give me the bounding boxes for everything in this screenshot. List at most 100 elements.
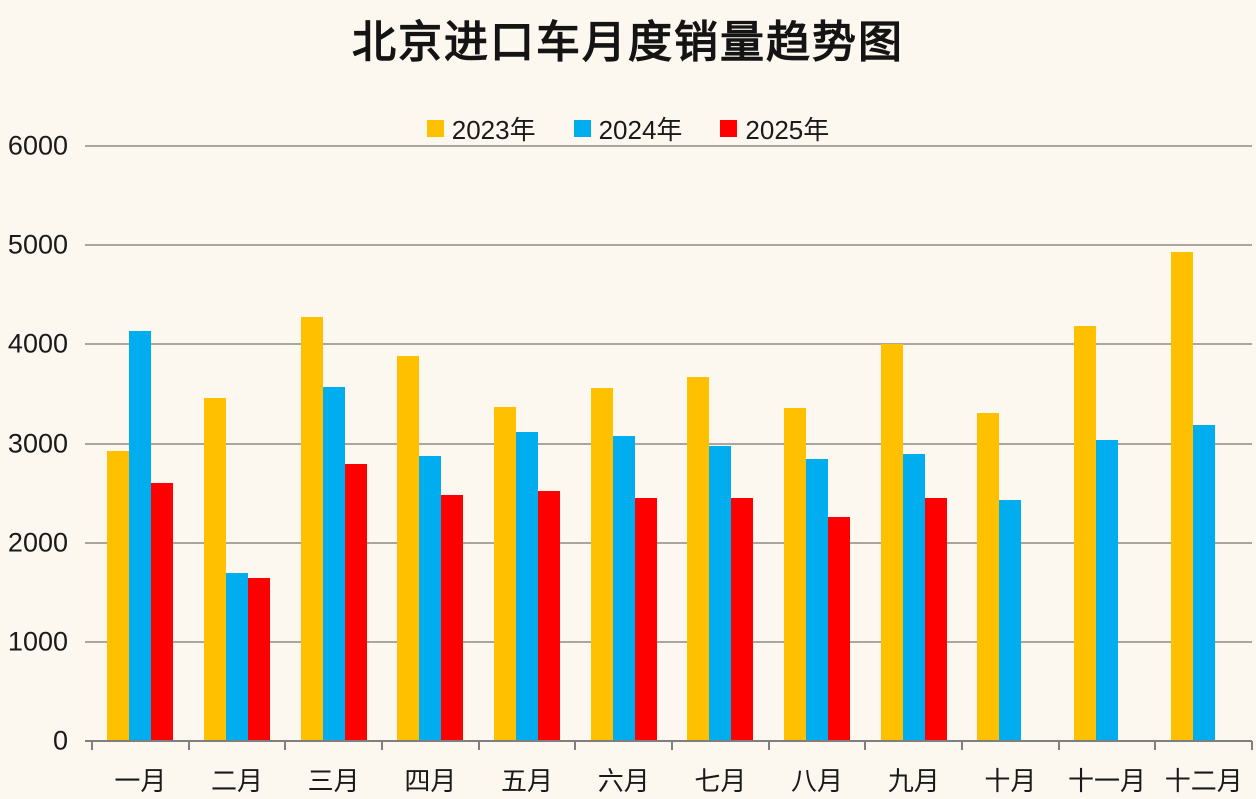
- bar-slot: [538, 146, 561, 741]
- bar-slot: [634, 146, 657, 741]
- x-axis-tick: [91, 741, 93, 750]
- bar-2024-m1: [129, 331, 152, 741]
- bar-2024-m7: [709, 446, 732, 741]
- bar-2024-m9: [902, 454, 925, 741]
- bar-2023-m3: [300, 316, 323, 741]
- bar-group-m8: 八月: [769, 146, 866, 796]
- bar-slot: [977, 146, 1000, 741]
- bar-2024-m5: [516, 431, 539, 741]
- bar-2023-m8: [784, 407, 807, 741]
- bar-slot: [828, 146, 851, 741]
- bar-2025-m5: [538, 491, 561, 741]
- bar-2024-m3: [322, 386, 345, 741]
- bar-2023-m5: [494, 406, 517, 741]
- legend-label: 2024年: [598, 115, 683, 145]
- bar-slot: [806, 146, 829, 741]
- bar-group-m6: 六月: [575, 146, 672, 796]
- bar-slot: [344, 146, 367, 741]
- bar-2024-m12: [1192, 424, 1215, 741]
- bar-slot: [226, 146, 248, 741]
- x-axis-tick: [767, 741, 770, 750]
- x-axis-label: 二月: [211, 766, 264, 796]
- bar-slot: [709, 146, 732, 741]
- legend-item-2025: 2025年: [720, 110, 829, 147]
- bar-slot: [1096, 146, 1119, 741]
- chart-title: 北京进口车月度销量趋势图: [352, 18, 904, 67]
- x-axis-tick: [671, 741, 673, 750]
- x-axis-tick: [1251, 741, 1253, 750]
- bar-2023-m1: [107, 451, 130, 741]
- bar-group-m9: 九月: [865, 146, 962, 796]
- bar-group-m2: 二月: [189, 146, 286, 796]
- bar-2024-m8: [806, 459, 829, 741]
- bar-2023-m2: [204, 397, 226, 741]
- x-axis-tick: [187, 741, 190, 750]
- x-axis-label: 四月: [404, 766, 457, 796]
- gridline: [85, 145, 1252, 147]
- bar-slot: [419, 146, 442, 741]
- bar-slot: [322, 146, 345, 741]
- bar-2025-m2: [248, 578, 270, 741]
- bar-slot: [516, 146, 539, 741]
- bar-slot: [1074, 146, 1097, 741]
- x-axis-label: 十二月: [1164, 766, 1243, 796]
- x-axis-tick: [864, 741, 867, 750]
- bar-2023-m7: [687, 377, 710, 741]
- x-axis-label: 五月: [501, 766, 554, 796]
- legend-swatch-icon: [720, 120, 738, 137]
- bar-2024-m11: [1096, 439, 1119, 741]
- bar-group-m7: 七月: [672, 146, 769, 796]
- legend-swatch-icon: [573, 120, 591, 137]
- y-tick-label: 2000: [7, 527, 68, 558]
- bar-2025-m8: [828, 516, 851, 741]
- bar-slot: [924, 146, 947, 741]
- bar-slot: [107, 146, 130, 741]
- bar-2023-m9: [880, 344, 903, 741]
- bar-2025-m4: [441, 495, 464, 741]
- legend-item-2024: 2024年: [573, 110, 683, 147]
- x-axis-label: 十月: [984, 766, 1037, 796]
- bar-slot: [204, 146, 226, 741]
- bar-slot: [1118, 146, 1140, 741]
- bar-slot: [612, 146, 635, 741]
- y-tick-label: 5000: [7, 229, 68, 260]
- bar-group-m3: 三月: [285, 146, 382, 796]
- bar-slot: [1021, 146, 1043, 741]
- legend-label: 2025年: [745, 115, 830, 145]
- bar-2025-m9: [924, 498, 947, 741]
- plot-area: 一月 二月 三月 四月 五月 六月 七月 八月 九月 十月 十一月 十二月: [85, 145, 1253, 796]
- bar-slot: [902, 146, 925, 741]
- bar-slot: [129, 146, 152, 741]
- x-axis-label: 三月: [307, 766, 360, 796]
- gridline: [85, 442, 1252, 445]
- bar-group-m5: 五月: [479, 146, 576, 796]
- bar-group-m1: 一月: [92, 146, 189, 796]
- x-axis-label: 六月: [597, 766, 650, 796]
- bar-slot: [880, 146, 903, 741]
- bar-slot: [1170, 146, 1193, 741]
- legend-swatch-icon: [426, 120, 444, 137]
- x-axis-tick: [961, 741, 963, 750]
- bar-2023-m11: [1074, 325, 1097, 741]
- x-axis-label: 八月: [791, 766, 844, 796]
- bar-group-m12: 十二月: [1155, 146, 1252, 796]
- legend: 2023年 2024年 2025年: [0, 110, 1256, 147]
- x-axis-tick: [574, 741, 577, 750]
- bar-2024-m6: [612, 435, 635, 741]
- x-axis-tick: [284, 741, 287, 750]
- bar-2023-m12: [1170, 252, 1193, 741]
- bar-2023-m4: [397, 356, 420, 741]
- x-axis-tick: [1057, 741, 1060, 750]
- bar-slot: [151, 146, 174, 741]
- x-axis-tick: [477, 741, 480, 750]
- bar-2024-m4: [419, 456, 442, 741]
- x-axis-label: 九月: [887, 766, 940, 796]
- bar-slot: [999, 146, 1022, 741]
- bar-slot: [1215, 146, 1237, 741]
- y-tick-label: 0: [52, 725, 68, 756]
- bar-2025-m6: [634, 498, 657, 741]
- x-axis-tick: [381, 741, 383, 750]
- legend-label: 2023年: [451, 115, 536, 145]
- bar-slot: [731, 146, 754, 741]
- gridline: [85, 244, 1252, 247]
